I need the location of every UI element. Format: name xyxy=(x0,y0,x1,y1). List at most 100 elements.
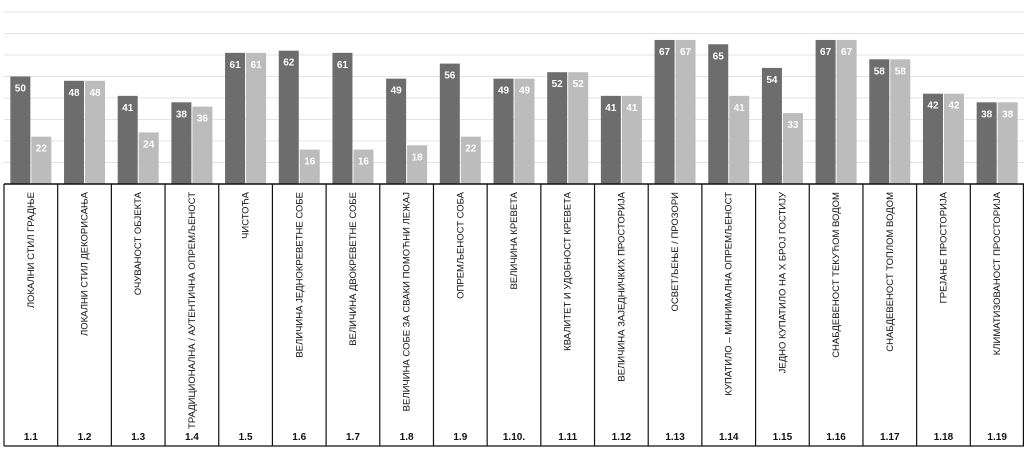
category-label: СНАБДЕВЕНОСТ ТЕКУЋОМ ВОДОМ xyxy=(831,192,842,358)
data-label: 67 xyxy=(680,47,692,58)
bar-series-2 xyxy=(460,136,481,184)
category-label: СНАБДЕВЕНОСТ ТОПЛОМ ВОДОМ xyxy=(885,192,896,352)
bar-series-1 xyxy=(439,63,460,184)
category-code: 1.16 xyxy=(826,432,846,443)
category-label: ВЕЛИЧИНА ДВОКРЕВЕТНЕ СОБЕ xyxy=(348,192,359,346)
category-label: ЛОКАЛНИ СТИЛ ГРАДЊЕ xyxy=(26,192,37,308)
bar-series-2 xyxy=(192,106,213,184)
data-label: 42 xyxy=(927,101,939,112)
category-code: 1.6 xyxy=(292,432,306,443)
category-code: 1.8 xyxy=(400,432,414,443)
category-table xyxy=(3,183,1024,447)
bar-series-1 xyxy=(708,44,729,184)
bar-series-2 xyxy=(568,72,589,184)
data-label: 33 xyxy=(787,120,799,131)
data-label: 42 xyxy=(948,101,960,112)
category-label: ВЕЛИЧИНА КРЕВЕТА xyxy=(509,191,520,289)
data-label: 67 xyxy=(841,47,853,58)
bar-series-1 xyxy=(171,102,192,184)
data-label: 49 xyxy=(391,86,403,97)
category-code: 1.12 xyxy=(612,432,632,443)
data-label: 41 xyxy=(626,103,638,114)
category-code: 1.9 xyxy=(453,432,467,443)
bar-series-2 xyxy=(890,59,911,184)
data-label: 58 xyxy=(895,66,907,77)
bar-series-2 xyxy=(997,102,1018,184)
bar-series-2 xyxy=(246,52,267,184)
category-label: ВЕЛИЧИНА СОБЕ ЗА СВАКИ ПОМОЋНИ ЛЕЖАЈ xyxy=(402,192,413,412)
bar-series-2 xyxy=(353,149,374,184)
data-label: 48 xyxy=(68,88,80,99)
category-code: 1.17 xyxy=(880,432,900,443)
category-label: КЛИМАТИЗОВАНОСТ ПРОСТОРИЈА xyxy=(992,191,1003,355)
category-code: 1.10. xyxy=(503,432,525,443)
category-code: 1.18 xyxy=(934,432,954,443)
data-label: 52 xyxy=(573,79,585,90)
data-label: 61 xyxy=(251,60,263,71)
category-label: КУПАТИЛО – МИНИМАЛНА ОПРЕМЉЕНОСТ xyxy=(724,192,735,396)
bar-series-2 xyxy=(729,95,750,184)
bar-series-2 xyxy=(299,149,320,184)
bar-series-2 xyxy=(138,132,159,184)
data-label: 18 xyxy=(412,152,424,163)
data-label: 49 xyxy=(519,86,531,97)
category-code: 1.3 xyxy=(131,432,145,443)
bar-series-2 xyxy=(407,145,428,184)
data-label: 38 xyxy=(981,109,993,120)
category-code: 1.14 xyxy=(719,432,739,443)
category-code: 1.2 xyxy=(78,432,92,443)
data-label: 38 xyxy=(176,109,188,120)
bar-series-2 xyxy=(782,113,803,184)
bar-series-1 xyxy=(493,78,514,184)
data-label: 65 xyxy=(713,51,725,62)
category-code: 1.11 xyxy=(558,432,577,443)
category-code: 1.13 xyxy=(665,432,685,443)
bar-series-2 xyxy=(836,39,857,185)
bar-series-1 xyxy=(10,76,31,184)
bar-series-2 xyxy=(514,78,535,184)
category-label: ГРЕЈАЊЕ ПРОСТОРИЈА xyxy=(938,191,949,303)
bar-series-1 xyxy=(922,93,943,184)
data-label: 61 xyxy=(230,60,242,71)
category-code: 1.15 xyxy=(773,432,793,443)
category-label: ЈЕДНО КУПАТИЛО НА Х БРОЈ ГОСТИЈУ xyxy=(777,191,788,373)
bar-series-2 xyxy=(675,39,696,185)
category-label: ОЧУВАНОСТ ОБЈЕКТА xyxy=(133,191,144,295)
data-label: 54 xyxy=(766,75,778,86)
category-label: ЛОКАЛНИ СТИЛ ДЕКОРИСАЊА xyxy=(80,191,91,336)
bar-series-1 xyxy=(761,67,782,184)
bar-series-2 xyxy=(85,80,106,184)
category-code: 1.1 xyxy=(24,432,38,443)
bar-series-1 xyxy=(547,72,568,184)
bar-series-2 xyxy=(943,93,964,184)
data-label: 22 xyxy=(465,144,477,155)
bar-series-1 xyxy=(815,39,836,185)
bars-group xyxy=(10,39,1018,185)
bar-series-1 xyxy=(225,52,246,184)
category-code: 1.7 xyxy=(346,432,360,443)
data-label: 16 xyxy=(304,157,316,168)
data-label: 67 xyxy=(820,47,832,58)
data-label: 41 xyxy=(122,103,134,114)
data-label: 52 xyxy=(552,79,564,90)
category-label: ОСВЕТЉЕЊЕ / ПРОЗОРИ xyxy=(670,192,681,312)
category-label: ВЕЛИЧИНА ЈЕДНОКРЕВЕТНЕ СОБЕ xyxy=(294,192,305,358)
data-label: 56 xyxy=(444,71,456,82)
data-label: 22 xyxy=(36,144,48,155)
bar-series-1 xyxy=(332,52,353,184)
data-label: 16 xyxy=(358,157,370,168)
category-label: ОПРЕМЉЕНОСТ СОБА xyxy=(455,191,466,298)
data-label: 58 xyxy=(874,66,886,77)
category-label: ЧИСТОЋА xyxy=(241,191,252,239)
category-code: 1.5 xyxy=(239,432,253,443)
bar-series-1 xyxy=(117,95,138,184)
category-label: КВАЛИТЕТ И УДОБНОСТ КРЕВЕТА xyxy=(563,191,574,350)
category-label: ВЕЛИЧИНА ЗАЈЕДНИЧКИХ ПРОСТОРИЈА xyxy=(616,191,627,381)
data-label: 61 xyxy=(337,60,349,71)
data-label: 41 xyxy=(605,103,617,114)
data-label: 48 xyxy=(89,88,101,99)
data-label: 67 xyxy=(659,47,671,58)
data-label: 49 xyxy=(498,86,510,97)
bar-series-1 xyxy=(64,80,85,184)
